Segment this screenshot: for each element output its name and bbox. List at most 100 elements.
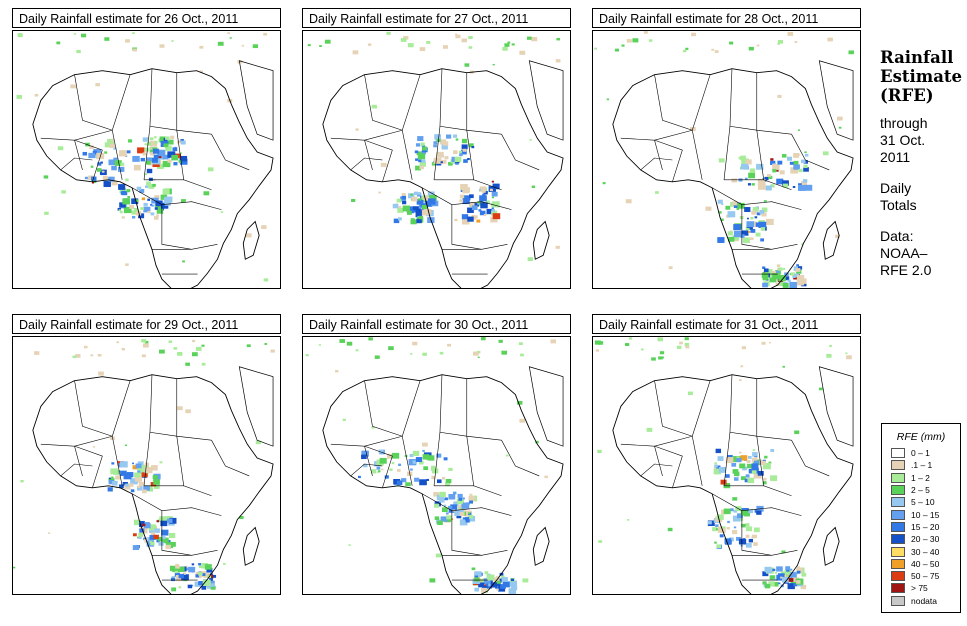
rain-cell	[206, 584, 213, 589]
rain-cell	[198, 581, 204, 586]
rain-cell	[439, 498, 445, 503]
legend-row: > 75	[882, 582, 960, 594]
rain-cell	[837, 116, 843, 121]
legend-swatch	[891, 571, 905, 582]
country-border	[74, 445, 103, 488]
rain-cell	[778, 582, 781, 585]
rain-cell	[148, 488, 154, 492]
rain-cell	[159, 136, 168, 143]
rain-cell	[734, 471, 740, 477]
rain-cell	[687, 391, 693, 396]
rain-cell	[178, 586, 182, 589]
legend-row: 2 – 5	[882, 484, 960, 496]
rain-cell	[790, 272, 795, 276]
rain-cell	[61, 190, 66, 194]
rain-cell	[751, 470, 757, 474]
madagascar-outline	[822, 526, 840, 566]
rain-cell	[827, 37, 833, 42]
country-border	[723, 126, 731, 180]
rain-cell	[270, 349, 275, 353]
rain-cell	[716, 544, 721, 548]
rain-cell	[733, 224, 741, 231]
country-border	[40, 435, 113, 447]
rain-cell	[114, 160, 122, 166]
rain-cell	[801, 572, 807, 577]
rain-cell	[727, 231, 733, 236]
map-panel-30-oct: Daily Rainfall estimate for 30 Oct., 201…	[302, 314, 573, 595]
rain-cell	[501, 350, 508, 355]
rain-cell	[777, 160, 783, 165]
rain-cell	[798, 153, 801, 156]
rain-cell	[146, 181, 151, 186]
rain-cell	[761, 272, 769, 278]
rain-cell	[151, 157, 158, 163]
rain-cell	[754, 216, 758, 219]
rain-cell	[738, 156, 742, 160]
rain-cell	[144, 340, 149, 344]
rain-cell	[519, 418, 525, 423]
rain-cell	[357, 475, 361, 479]
rain-cell	[401, 478, 407, 483]
rain-cell	[142, 137, 149, 142]
rain-cell	[142, 152, 147, 156]
country-border	[654, 140, 663, 170]
country-border	[654, 446, 663, 476]
country-border	[756, 378, 792, 441]
rain-cell	[798, 168, 803, 173]
rain-cell	[152, 183, 156, 187]
rain-cell	[122, 198, 131, 205]
rainfall-field	[307, 31, 561, 262]
rain-cell	[429, 195, 437, 202]
rain-cell	[376, 466, 381, 470]
rain-cell	[198, 563, 202, 566]
rain-cell	[421, 150, 426, 155]
rain-cell	[474, 577, 480, 582]
rain-cell	[726, 540, 732, 545]
rain-cell	[123, 206, 132, 214]
rain-cell	[454, 510, 462, 517]
rain-cell	[153, 534, 159, 540]
rain-cell	[772, 164, 780, 171]
country-border	[131, 187, 222, 210]
country-border	[466, 378, 502, 441]
arabian-peninsula-outline	[528, 60, 564, 141]
rain-cell	[796, 567, 803, 573]
rain-cell	[396, 480, 403, 486]
rain-cell	[713, 466, 717, 469]
rain-cell	[722, 526, 726, 529]
rain-cell	[220, 211, 224, 213]
rain-cell	[171, 154, 179, 161]
rain-cell	[96, 168, 102, 172]
rain-cell	[133, 207, 139, 212]
rain-cell	[716, 465, 721, 469]
rain-cell	[797, 129, 801, 131]
rain-cell	[124, 484, 131, 490]
rain-cell	[201, 563, 209, 569]
rain-cell	[707, 521, 712, 525]
rain-cell	[745, 523, 750, 527]
rain-cell	[160, 202, 169, 209]
rain-cell	[732, 469, 739, 474]
panel-title: Daily Rainfall estimate for 28 Oct., 201…	[592, 8, 861, 28]
rain-cell	[412, 460, 417, 464]
rain-cell	[733, 230, 742, 238]
rain-cell	[748, 538, 754, 543]
rain-cell	[535, 440, 539, 444]
rain-cell	[149, 535, 156, 540]
rain-cell	[732, 529, 738, 535]
rain-cell	[440, 516, 448, 522]
rain-cell	[183, 572, 186, 575]
rain-cell	[152, 475, 158, 480]
rain-cell	[731, 178, 738, 183]
panel-title: Daily Rainfall estimate for 30 Oct., 201…	[302, 314, 571, 334]
rain-cell	[126, 189, 131, 193]
rain-cell	[91, 176, 97, 181]
rain-cell	[712, 527, 718, 532]
rainfall-map	[302, 336, 571, 595]
rain-cell	[181, 574, 189, 581]
rain-cell	[210, 583, 215, 587]
rain-cell	[171, 40, 174, 42]
rain-cell	[161, 536, 166, 540]
rain-cell	[772, 568, 776, 572]
rain-cell	[762, 282, 768, 288]
